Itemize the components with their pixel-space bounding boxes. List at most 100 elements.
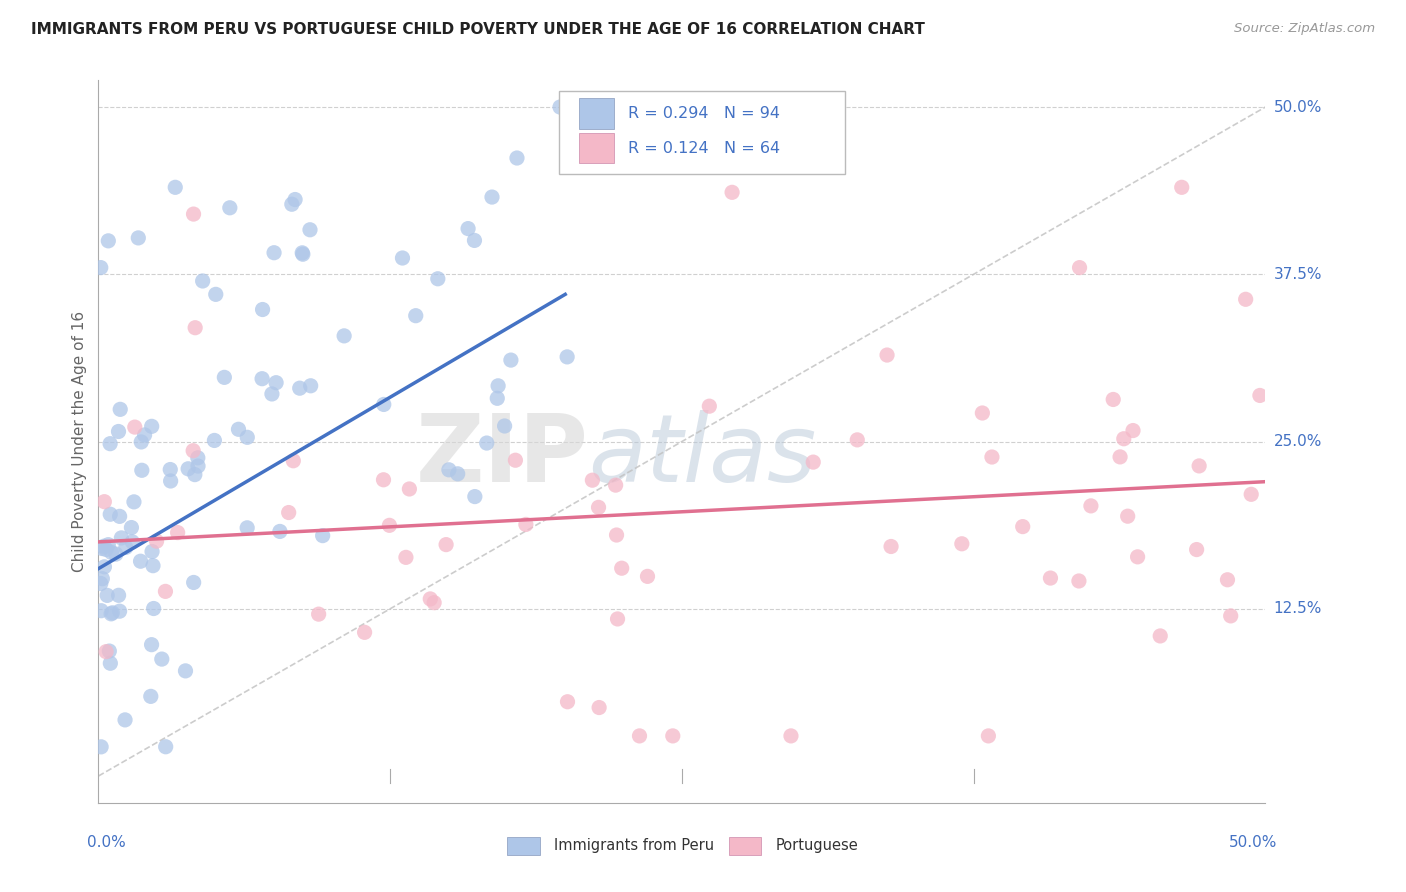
- Point: [405, 309, 427, 323]
- Point: [108, 509, 131, 524]
- Point: [876, 348, 898, 362]
- Point: [288, 381, 311, 395]
- Point: [581, 473, 603, 487]
- Point: [165, 180, 187, 194]
- Point: [291, 245, 314, 260]
- Point: [90, 739, 112, 754]
- Point: [299, 378, 322, 392]
- Point: [1109, 450, 1132, 464]
- Text: ZIP: ZIP: [416, 410, 589, 502]
- Point: [457, 221, 479, 235]
- Point: [475, 436, 498, 450]
- Point: [134, 428, 156, 442]
- Point: [93, 494, 115, 508]
- Point: [308, 607, 330, 622]
- Point: [291, 247, 314, 261]
- Point: [166, 525, 188, 540]
- FancyBboxPatch shape: [579, 98, 614, 128]
- Point: [447, 467, 470, 481]
- Point: [637, 569, 659, 583]
- Point: [114, 541, 136, 555]
- Point: [100, 607, 122, 621]
- Point: [311, 528, 333, 542]
- Text: 50.0%: 50.0%: [1274, 100, 1322, 114]
- Point: [481, 190, 503, 204]
- Point: [1234, 293, 1257, 307]
- Point: [98, 436, 121, 450]
- Text: 37.5%: 37.5%: [1274, 267, 1322, 282]
- Point: [114, 713, 136, 727]
- Point: [260, 387, 283, 401]
- Point: [464, 490, 486, 504]
- Point: [610, 561, 633, 575]
- Point: [801, 455, 824, 469]
- Point: [142, 601, 165, 615]
- Point: [214, 370, 236, 384]
- Point: [972, 406, 994, 420]
- Point: [183, 207, 205, 221]
- Point: [1069, 260, 1091, 275]
- Point: [423, 596, 446, 610]
- Point: [333, 329, 356, 343]
- Text: 0.0%: 0.0%: [87, 835, 125, 850]
- Point: [181, 443, 204, 458]
- Point: [269, 524, 291, 539]
- Point: [353, 625, 375, 640]
- Point: [515, 517, 537, 532]
- Point: [1116, 509, 1139, 524]
- Point: [373, 473, 395, 487]
- Point: [662, 729, 685, 743]
- Point: [463, 234, 485, 248]
- Point: [1122, 424, 1144, 438]
- Text: Source: ZipAtlas.com: Source: ZipAtlas.com: [1234, 22, 1375, 36]
- Point: [184, 320, 207, 334]
- Point: [129, 554, 152, 568]
- Point: [628, 729, 651, 743]
- Point: [108, 604, 131, 618]
- Point: [977, 729, 1000, 743]
- Point: [263, 245, 285, 260]
- Point: [236, 521, 259, 535]
- Point: [202, 434, 225, 448]
- Point: [373, 397, 395, 411]
- Point: [183, 575, 205, 590]
- Point: [1171, 180, 1194, 194]
- Point: [187, 458, 209, 473]
- Point: [94, 542, 117, 557]
- Point: [91, 572, 114, 586]
- Text: Immigrants from Peru: Immigrants from Peru: [554, 838, 714, 854]
- Point: [155, 584, 177, 599]
- Point: [124, 420, 146, 434]
- Point: [588, 700, 610, 714]
- Point: [548, 100, 571, 114]
- Text: IMMIGRANTS FROM PERU VS PORTUGUESE CHILD POVERTY UNDER THE AGE OF 16 CORRELATION: IMMIGRANTS FROM PERU VS PORTUGUESE CHILD…: [31, 22, 925, 37]
- Point: [100, 545, 122, 559]
- Point: [1039, 571, 1062, 585]
- Point: [606, 528, 628, 542]
- Point: [1185, 542, 1208, 557]
- Point: [90, 604, 112, 618]
- Y-axis label: Child Poverty Under the Age of 16: Child Poverty Under the Age of 16: [72, 311, 87, 572]
- Point: [1216, 573, 1239, 587]
- Point: [129, 434, 152, 449]
- Point: [155, 739, 177, 754]
- Point: [505, 453, 527, 467]
- Point: [110, 531, 132, 545]
- Point: [395, 550, 418, 565]
- Point: [107, 425, 129, 439]
- Point: [131, 463, 153, 477]
- Point: [120, 520, 142, 534]
- Point: [90, 576, 112, 591]
- Point: [141, 544, 163, 558]
- Point: [141, 419, 163, 434]
- Point: [506, 151, 529, 165]
- Point: [93, 559, 115, 574]
- FancyBboxPatch shape: [728, 837, 761, 855]
- Point: [250, 372, 273, 386]
- Point: [419, 591, 441, 606]
- Point: [494, 419, 516, 434]
- Point: [1249, 388, 1271, 402]
- Point: [880, 540, 903, 554]
- Point: [236, 430, 259, 444]
- Point: [184, 467, 207, 482]
